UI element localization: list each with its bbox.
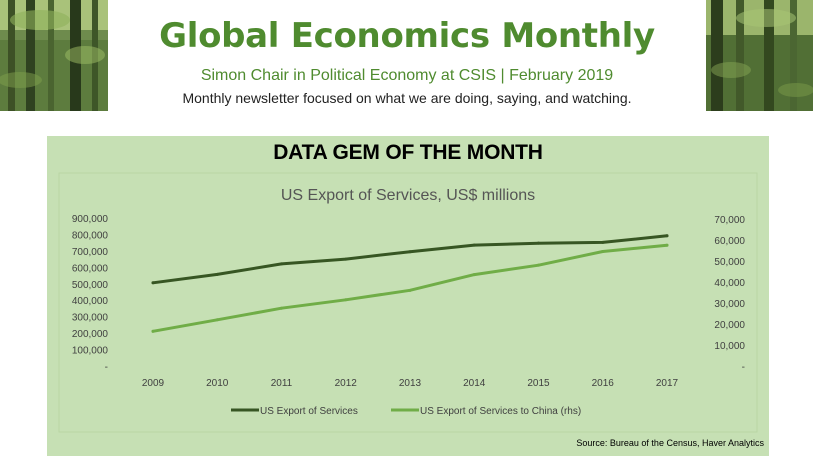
series-1-point (601, 240, 605, 244)
series-2-point (472, 273, 476, 277)
series-1-point (537, 241, 540, 245)
x-tick-label: 2010 (206, 378, 229, 389)
left-tick-label: 500,000 (72, 280, 109, 291)
series-2-point (151, 329, 155, 333)
bamboo-photo-left (0, 0, 108, 111)
section-heading: DATA GEM OF THE MONTH (273, 141, 543, 164)
left-tick-label: 700,000 (72, 247, 109, 258)
right-tick-label: 50,000 (714, 257, 745, 268)
right-tick-label: - (742, 362, 745, 373)
legend: US Export of Services US Export of Servic… (231, 406, 581, 417)
series-2-point (537, 263, 540, 267)
right-tick-label: 60,000 (714, 236, 745, 247)
right-axis-ticks: - 10,000 20,000 30,000 40,000 50,000 60,000 70,… (714, 215, 745, 373)
x-axis-ticks: 2009 2010 2011 2012 2013 2014 2015 2016 2017 (142, 378, 679, 389)
right-tick-label: 40,000 (714, 278, 745, 289)
right-tick-label: 20,000 (714, 320, 745, 331)
series-1-point (344, 257, 348, 261)
series-1-point (472, 243, 476, 247)
masthead: Global Economics Monthly Simon Chair in … (108, 0, 706, 111)
left-tick-label: 300,000 (72, 313, 109, 324)
right-tick-label: 10,000 (714, 341, 745, 352)
series-2-point (215, 318, 219, 322)
left-tick-label: - (105, 362, 108, 373)
right-tick-label: 70,000 (714, 215, 745, 226)
series-1-point (215, 272, 219, 276)
x-tick-label: 2017 (656, 378, 679, 389)
series-2-point (280, 306, 283, 310)
series-1-point (665, 234, 669, 238)
newsletter-description: Monthly newsletter focused on what we ar… (182, 90, 632, 106)
series-1-point (280, 262, 283, 266)
series-2-point (601, 250, 605, 253)
x-tick-label: 2015 (527, 378, 550, 389)
line-chart: US Export of Services, US$ millions - 100… (58, 172, 764, 448)
newsletter-subtitle: Simon Chair in Political Economy at CSIS… (200, 67, 614, 84)
x-tick-label: 2011 (271, 378, 293, 389)
x-tick-label: 2009 (142, 378, 165, 389)
bamboo-photo-right (706, 0, 813, 111)
source-note: Source: Bureau of the Census, Haver Anal… (576, 438, 764, 448)
series-2-point (408, 288, 412, 292)
data-gem-panel: DATA GEM OF THE MONTH US Export of Servi… (47, 136, 769, 456)
x-tick-label: 2012 (335, 378, 358, 389)
series-2-point (665, 243, 669, 247)
series-2-point (344, 298, 348, 302)
series-1-point (151, 281, 155, 285)
x-tick-label: 2014 (463, 378, 486, 389)
left-axis-ticks: - 100,000 200,000 300,000 400,000 500,000 600,… (72, 214, 109, 373)
chart-title: US Export of Services, US$ millions (281, 187, 535, 204)
newsletter-title: Global Economics Monthly (159, 16, 655, 56)
legend-label-1: US Export of Services (260, 406, 358, 417)
series-1-point (408, 250, 412, 254)
right-tick-label: 30,000 (714, 299, 745, 310)
legend-label-2: US Export of Services to China (rhs) (420, 406, 581, 417)
left-tick-label: 100,000 (72, 346, 109, 357)
left-tick-label: 400,000 (72, 296, 109, 307)
series-lines (151, 234, 669, 333)
left-tick-label: 600,000 (72, 263, 109, 274)
left-tick-label: 200,000 (72, 329, 109, 340)
x-tick-label: 2013 (399, 378, 422, 389)
left-tick-label: 900,000 (72, 214, 109, 225)
chart-area (58, 172, 758, 433)
x-tick-label: 2016 (592, 378, 615, 389)
left-tick-label: 800,000 (72, 230, 109, 241)
